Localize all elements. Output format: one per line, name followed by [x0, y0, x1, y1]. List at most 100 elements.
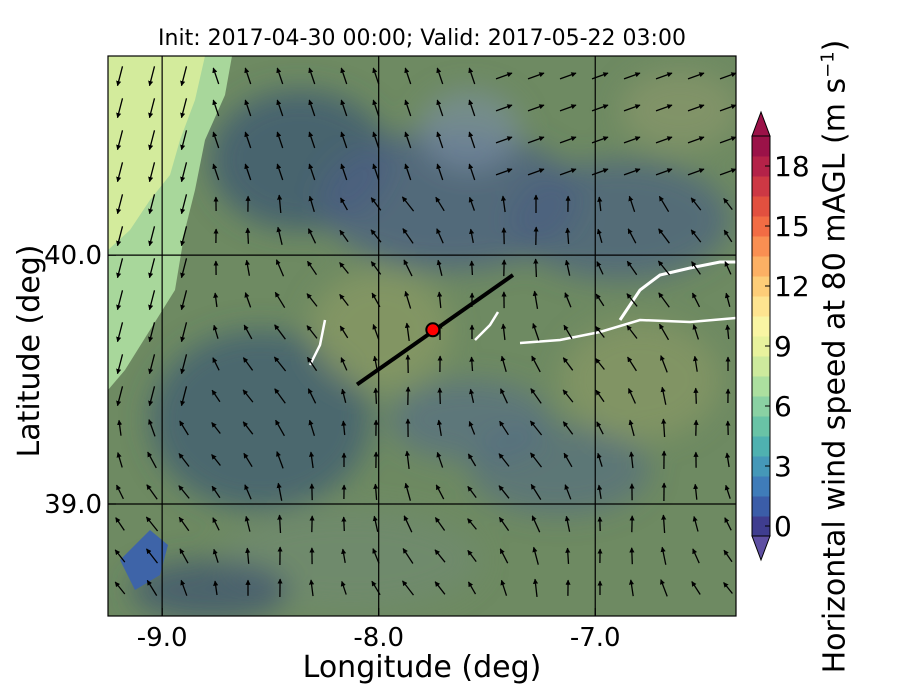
colorbar-segment — [752, 276, 770, 297]
wind-vector — [692, 324, 700, 340]
wind-vector — [687, 104, 705, 112]
wind-vector — [527, 104, 545, 112]
wind-vector — [404, 163, 412, 181]
wind-vector — [116, 98, 124, 119]
wind-vector — [469, 228, 475, 244]
wind-vector — [308, 99, 316, 117]
wind-vector — [661, 418, 667, 438]
wind-vector — [693, 387, 699, 404]
wind-vector — [116, 66, 124, 87]
wind-vector — [530, 483, 542, 500]
wind-vector — [145, 516, 159, 532]
wind-vector — [276, 67, 284, 85]
wind-vector — [530, 388, 542, 404]
lat-lon-grid — [108, 56, 736, 616]
wind-vector — [691, 581, 701, 595]
wind-vector — [469, 356, 475, 372]
wind-vector — [498, 453, 510, 467]
wind-vector — [467, 485, 477, 498]
wind-vector — [687, 168, 705, 176]
wind-vector — [495, 104, 513, 112]
wind-vector — [724, 484, 731, 499]
wind-vector — [339, 229, 349, 243]
wind-vector — [596, 452, 603, 467]
wind-vector — [146, 579, 158, 596]
colorbar-segment — [752, 376, 770, 397]
wind-vector — [116, 386, 124, 407]
wind-vector — [527, 168, 545, 176]
wind-vector — [148, 130, 156, 151]
wind-vector — [559, 104, 577, 112]
wind-vector — [244, 163, 252, 181]
wind-vector — [340, 580, 347, 595]
wind-vector — [308, 419, 316, 436]
wind-vector — [468, 388, 475, 403]
wind-vector — [276, 99, 284, 117]
wind-vector — [276, 226, 283, 245]
wind-vector — [148, 386, 156, 407]
wind-vector — [403, 259, 413, 277]
wind-vector — [529, 420, 543, 436]
wind-vector — [212, 163, 220, 181]
wind-vector — [691, 292, 701, 308]
wind-vector — [468, 421, 476, 435]
wind-vector — [495, 136, 513, 144]
wind-vector — [275, 419, 285, 437]
wind-vector — [564, 259, 571, 276]
colorbar-segment — [752, 176, 770, 197]
colorbar-segment — [752, 336, 770, 357]
wind-vector — [655, 136, 673, 144]
field-texture — [130, 70, 736, 616]
wind-vector — [242, 389, 254, 403]
wind-vector — [244, 484, 252, 500]
wind-vector — [626, 325, 638, 339]
wind-vector — [212, 99, 220, 117]
wind-vector — [148, 162, 156, 183]
wind-vector — [212, 67, 220, 85]
wind-vector — [404, 99, 412, 117]
wind-vector — [559, 136, 577, 144]
wind-vector — [564, 484, 572, 500]
wind-vector — [690, 229, 702, 243]
wind-vector — [211, 454, 221, 466]
wind-vector — [244, 99, 252, 117]
wind-vector — [340, 163, 348, 181]
wind-vector — [468, 196, 476, 211]
wind-vector — [562, 421, 574, 435]
wind-vector — [277, 514, 283, 534]
wind-vector — [434, 549, 446, 563]
wind-vector — [628, 388, 636, 404]
colorbar-segment — [752, 236, 770, 257]
colorbar-extend-min — [751, 535, 771, 562]
wind-vector — [719, 104, 736, 112]
wind-vector — [628, 579, 635, 597]
wind-vector — [276, 482, 283, 501]
wind-vector — [628, 195, 636, 213]
wind-vector — [308, 579, 315, 597]
wind-vector — [341, 548, 347, 564]
wind-vector — [723, 229, 733, 243]
wind-vector — [435, 196, 445, 212]
wind-vector — [692, 548, 700, 564]
wind-vector — [655, 72, 673, 80]
wind-vector — [306, 356, 318, 372]
colorbar-segment — [752, 136, 770, 157]
wind-vector — [212, 357, 220, 371]
wind-vector — [595, 293, 605, 307]
wind-vector — [211, 422, 221, 434]
colorbar-segment — [752, 496, 770, 517]
wind-vector — [498, 516, 510, 531]
wind-vector — [403, 515, 413, 533]
wind-vector — [245, 227, 251, 244]
wind-vector — [531, 515, 541, 533]
wind-vector — [274, 324, 286, 340]
wind-vector — [340, 131, 348, 149]
wind-vector — [595, 389, 605, 403]
wind-vector — [723, 582, 733, 594]
wind-vector — [212, 548, 219, 563]
wind-vector — [434, 517, 446, 531]
wind-vector — [467, 453, 477, 467]
x-tick-label: -9.0 — [137, 623, 188, 653]
wind-vector — [114, 581, 126, 595]
wind-vector — [719, 168, 736, 176]
